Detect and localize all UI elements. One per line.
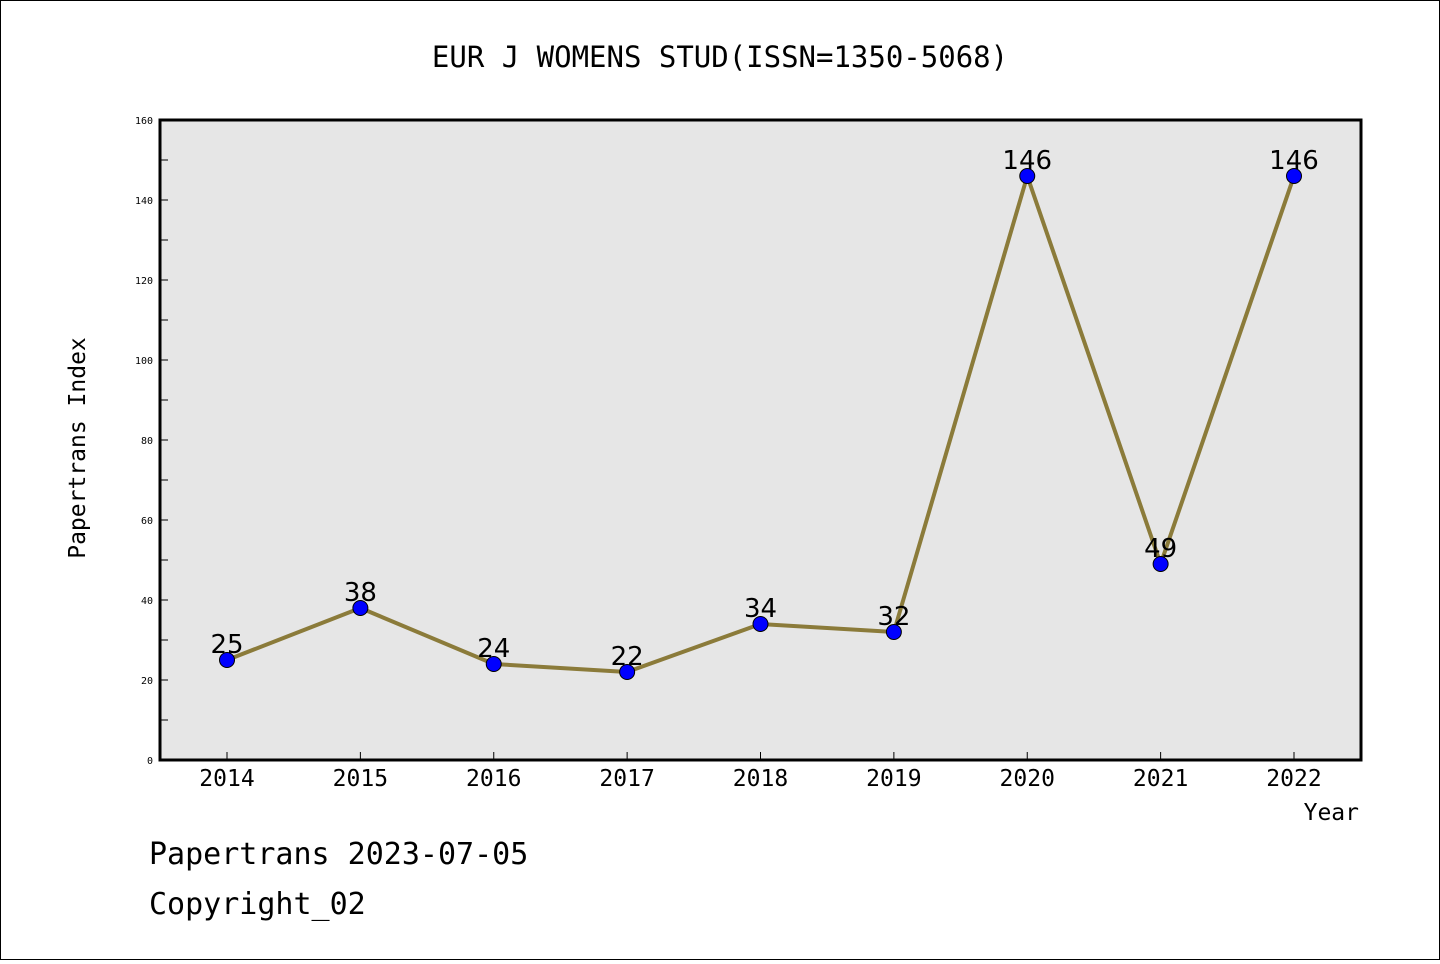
plot-area [158,118,1363,762]
y-tick-label: 40 [141,596,153,607]
y-tick-label: 140 [135,196,153,207]
x-tick-label: 2014 [199,766,254,792]
x-axis: 2014 2015 2016 2017 2018 2019 2020 2021 2022 [199,752,1322,792]
data-point [1019,168,1036,184]
y-tick-label: 100 [135,356,153,367]
data-point [352,600,369,616]
data-label: 146 [1269,146,1319,176]
y-tick-label: 20 [141,676,153,687]
series-group: 25 38 24 22 34 32 146 49 146 [210,146,1319,680]
x-tick-label: 2019 [866,766,921,792]
data-point [485,656,502,672]
data-point [1286,168,1302,184]
data-label: 32 [877,602,910,632]
y-tick-label: 60 [141,516,153,527]
chart-title: EUR J WOMENS STUD(ISSN=1350-5068) [432,40,1008,74]
data-label: 49 [1144,534,1177,564]
x-tick-label: 2018 [733,766,788,792]
x-tick-label: 2020 [1000,766,1055,792]
y-tick-label: 80 [141,436,153,447]
data-point [1152,556,1169,572]
y-tick-label: 0 [147,756,153,767]
x-tick-label: 2016 [466,766,521,792]
x-axis-label: Year [1304,800,1359,826]
y-tick-label: 160 [135,116,153,127]
data-point [885,624,902,640]
x-tick-label: 2015 [333,766,388,792]
y-axis: 0 20 40 60 80 100 120 140 160 [135,116,168,767]
data-point [752,616,769,632]
data-label: 24 [477,634,510,664]
x-tick-label: 2017 [599,766,654,792]
data-label: 22 [611,642,644,672]
footer-date: Papertrans 2023-07-05 [149,837,528,872]
y-tick-label: 120 [135,276,153,287]
x-tick-label: 2022 [1266,766,1321,792]
data-label: 34 [744,594,777,624]
footer-copyright: Copyright_02 [149,887,366,922]
data-label: 38 [344,578,377,608]
y-axis-label: Papertrans Index [65,337,91,559]
x-tick-label: 2021 [1133,766,1188,792]
data-point [619,664,636,680]
data-point [219,652,235,668]
data-label: 146 [1002,146,1052,176]
data-label: 25 [210,630,243,660]
